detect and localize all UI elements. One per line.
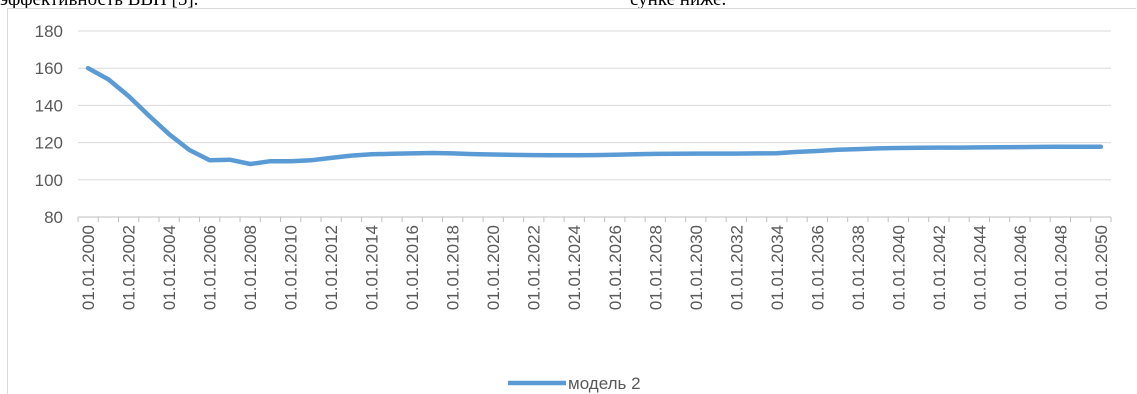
x-tick-label: 01.01.2014 [363,225,382,310]
x-tick-label: 01.01.2030 [687,225,706,310]
x-tick-label: 01.01.2034 [768,225,787,310]
legend-label: модель 2 [568,374,641,393]
x-tick-label: 01.01.2022 [525,225,544,310]
x-tick-label: 01.01.2020 [484,225,503,310]
series-line [85,65,1104,167]
x-tick-label: 01.01.2008 [241,225,260,310]
x-tick-label: 01.01.2024 [565,225,584,310]
y-tick-label: 100 [35,171,63,190]
x-tick-label: 01.01.2016 [403,225,422,310]
x-tick-label: 01.01.2006 [201,225,220,310]
x-tick-label: 01.01.2046 [1011,225,1030,310]
y-tick-label: 120 [35,134,63,153]
x-tick-label: 01.01.2000 [79,225,98,310]
x-tick-label: 01.01.2050 [1092,225,1111,310]
x-tick-label: 01.01.2044 [970,225,989,310]
x-tick-label: 01.01.2004 [160,225,179,310]
x-tick-label: 01.01.2018 [444,225,463,310]
y-tick-label: 80 [44,208,63,227]
x-tick-label: 01.01.2036 [808,225,827,310]
x-tick-label: 01.01.2026 [606,225,625,310]
x-tick-label: 01.01.2040 [889,225,908,310]
x-tick-label: 01.01.2038 [849,225,868,310]
x-tick-label: 01.01.2048 [1051,225,1070,310]
x-tick-label: 01.01.2012 [322,225,341,310]
document-text-left: эффективность ВВП [5]. [0,0,198,11]
x-tick-label: 01.01.2042 [930,225,949,310]
y-tick-label: 160 [35,59,63,78]
x-tick-label: 01.01.2010 [282,225,301,310]
y-tick-label: 140 [35,96,63,115]
y-tick-label: 180 [35,22,63,41]
x-tick-label: 01.01.2002 [120,225,139,310]
chart-frame [7,8,1136,394]
x-tick-label: 01.01.2032 [727,225,746,310]
x-tick-label: 01.01.2028 [646,225,665,310]
document-text-right: сунке ниже. [630,0,726,11]
